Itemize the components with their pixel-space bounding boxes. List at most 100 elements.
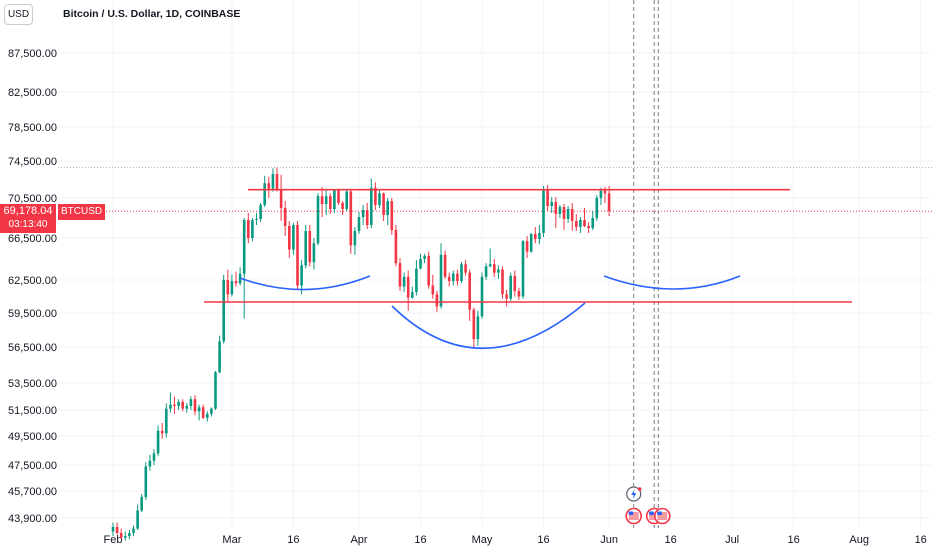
candle [283, 201, 287, 236]
x-tick-label: Apr [350, 534, 367, 546]
candle-body [152, 453, 156, 461]
candle-body [267, 183, 271, 189]
candle-body [263, 183, 266, 205]
y-tick-label: 74,500.00 [8, 156, 57, 168]
currency-unit-button[interactable]: USD [4, 4, 33, 25]
candle-body [206, 413, 209, 418]
candle [263, 175, 266, 207]
candle [288, 221, 291, 258]
candle-body [398, 263, 402, 287]
x-tick-label: 16 [537, 534, 549, 546]
candle [378, 190, 381, 208]
candle-body [570, 209, 574, 221]
candle-body [283, 208, 287, 226]
candle [427, 251, 430, 289]
candle-body [529, 234, 533, 252]
y-tick-label: 62,500.00 [8, 275, 57, 287]
candle [575, 214, 578, 231]
candle [230, 274, 234, 297]
candle-body [370, 187, 373, 225]
candle-body [337, 190, 340, 203]
candle-body [554, 202, 558, 214]
candle [607, 185, 611, 216]
x-tick-label: 16 [414, 534, 426, 546]
candle [570, 203, 574, 231]
candle-body [488, 264, 492, 267]
candle-body [374, 187, 377, 205]
candle-body [517, 291, 521, 297]
candle-body [173, 404, 176, 406]
candle [148, 454, 152, 471]
candle [185, 403, 189, 413]
candle [361, 205, 365, 225]
candle-body [534, 234, 537, 240]
y-tick-label: 78,500.00 [8, 122, 57, 134]
candle [255, 213, 258, 225]
candle-body [476, 316, 480, 340]
candle [402, 272, 406, 293]
x-tick-label: Mar [222, 534, 241, 546]
candle-body [312, 243, 316, 263]
candle-body [140, 497, 143, 511]
candle [177, 399, 180, 410]
candle-body [132, 528, 135, 533]
candle [140, 494, 143, 512]
candle [165, 403, 168, 438]
y-tick-label: 56,500.00 [8, 342, 57, 354]
candle [423, 253, 426, 264]
candle-body [189, 399, 193, 406]
candle [304, 225, 307, 269]
candle [370, 178, 373, 228]
candle [419, 253, 422, 270]
candle [353, 227, 357, 255]
candle-body [472, 309, 476, 340]
candle [341, 201, 344, 215]
candle-body [394, 230, 398, 264]
candle [456, 269, 459, 286]
candle-body [423, 255, 426, 259]
candle [329, 193, 332, 214]
candle-body [575, 221, 578, 227]
candle-body [542, 189, 545, 233]
x-tick-label: May [472, 534, 493, 546]
candle-body [197, 407, 201, 412]
candle-body [468, 272, 471, 310]
candle [345, 190, 348, 211]
candle-body [603, 190, 607, 194]
candle-body [558, 207, 562, 214]
candle [267, 176, 271, 198]
candle-body [480, 276, 484, 317]
candle-body [583, 220, 586, 226]
candle [238, 267, 242, 286]
candle-body [111, 527, 115, 532]
candle [460, 262, 463, 284]
candle-body [484, 266, 488, 277]
candle-body [247, 220, 250, 238]
candle-body [136, 510, 139, 529]
candle [136, 504, 139, 530]
candle [517, 287, 521, 300]
candle-body [497, 269, 500, 273]
candle [242, 218, 246, 319]
candle [497, 265, 500, 279]
y-tick-label: 59,500.00 [8, 308, 57, 320]
symbol-badge: BTCUSD [58, 204, 106, 220]
x-tick-label: 16 [787, 534, 799, 546]
candle-body [525, 241, 529, 252]
candle-body [361, 210, 365, 217]
candle-body [296, 225, 299, 286]
candle-body [579, 220, 582, 227]
candle-body [308, 231, 312, 263]
candle-body [255, 219, 258, 220]
candle [386, 198, 389, 225]
candle-body [218, 341, 221, 373]
candle-body [300, 265, 303, 286]
candle-body [406, 276, 410, 298]
candle [156, 425, 160, 457]
candle [493, 259, 496, 277]
candle-body [259, 205, 262, 219]
left-shoulder-curve [239, 275, 371, 291]
candle-body [193, 399, 197, 412]
candle [439, 243, 443, 309]
